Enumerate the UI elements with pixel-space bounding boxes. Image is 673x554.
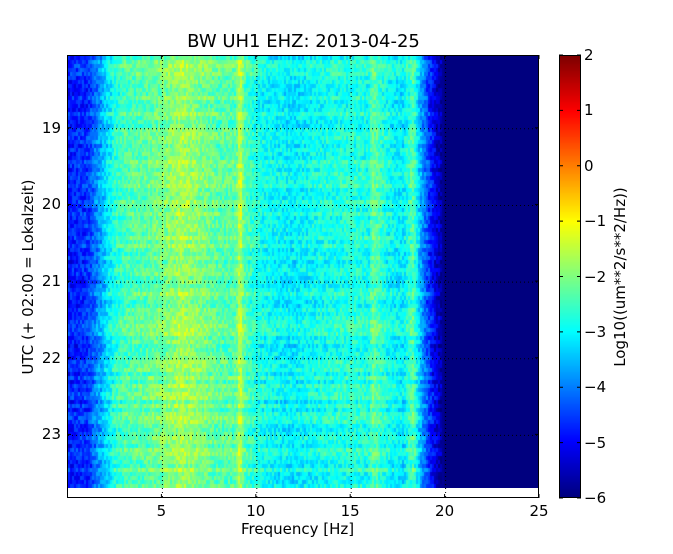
colorbar-tick-label: 2 bbox=[584, 46, 594, 64]
spectrogram-image bbox=[68, 56, 538, 488]
y-tick-label: 23 bbox=[41, 425, 61, 444]
y-tick-label: 20 bbox=[41, 195, 61, 214]
colorbar-tick-label: 0 bbox=[584, 156, 594, 175]
y-tick-label: 21 bbox=[41, 272, 61, 291]
colorbar-tick-label: −3 bbox=[584, 322, 607, 341]
colorbar-tick-label: −4 bbox=[584, 378, 607, 397]
x-tick-label: 25 bbox=[529, 502, 549, 520]
colorbar-tick-label: 1 bbox=[584, 101, 594, 120]
colorbar-tick-label: −6 bbox=[584, 489, 607, 507]
colorbar-tick-label: −5 bbox=[584, 433, 607, 452]
x-tick-label: 5 bbox=[156, 502, 167, 520]
x-axis-label: Frequency [Hz] bbox=[241, 520, 355, 538]
y-axis-label: UTC (+ 02:00 = Lokalzeit) bbox=[19, 179, 37, 375]
colorbar-label: Log10((um**2/s**2/Hz)) bbox=[611, 187, 629, 367]
colorbar-tick-label: −2 bbox=[584, 267, 607, 286]
plot-area bbox=[67, 55, 539, 498]
x-tick-label: 15 bbox=[340, 502, 360, 520]
x-tick-label: 20 bbox=[435, 502, 455, 520]
grid-lines bbox=[68, 56, 538, 497]
x-tick-label: 10 bbox=[246, 502, 266, 520]
chart-title: BW UH1 EHZ: 2013-04-25 bbox=[187, 31, 420, 52]
y-tick-label: 22 bbox=[41, 348, 61, 367]
y-tick-label: 19 bbox=[41, 118, 61, 137]
colorbar-tick-label: −1 bbox=[584, 212, 607, 231]
